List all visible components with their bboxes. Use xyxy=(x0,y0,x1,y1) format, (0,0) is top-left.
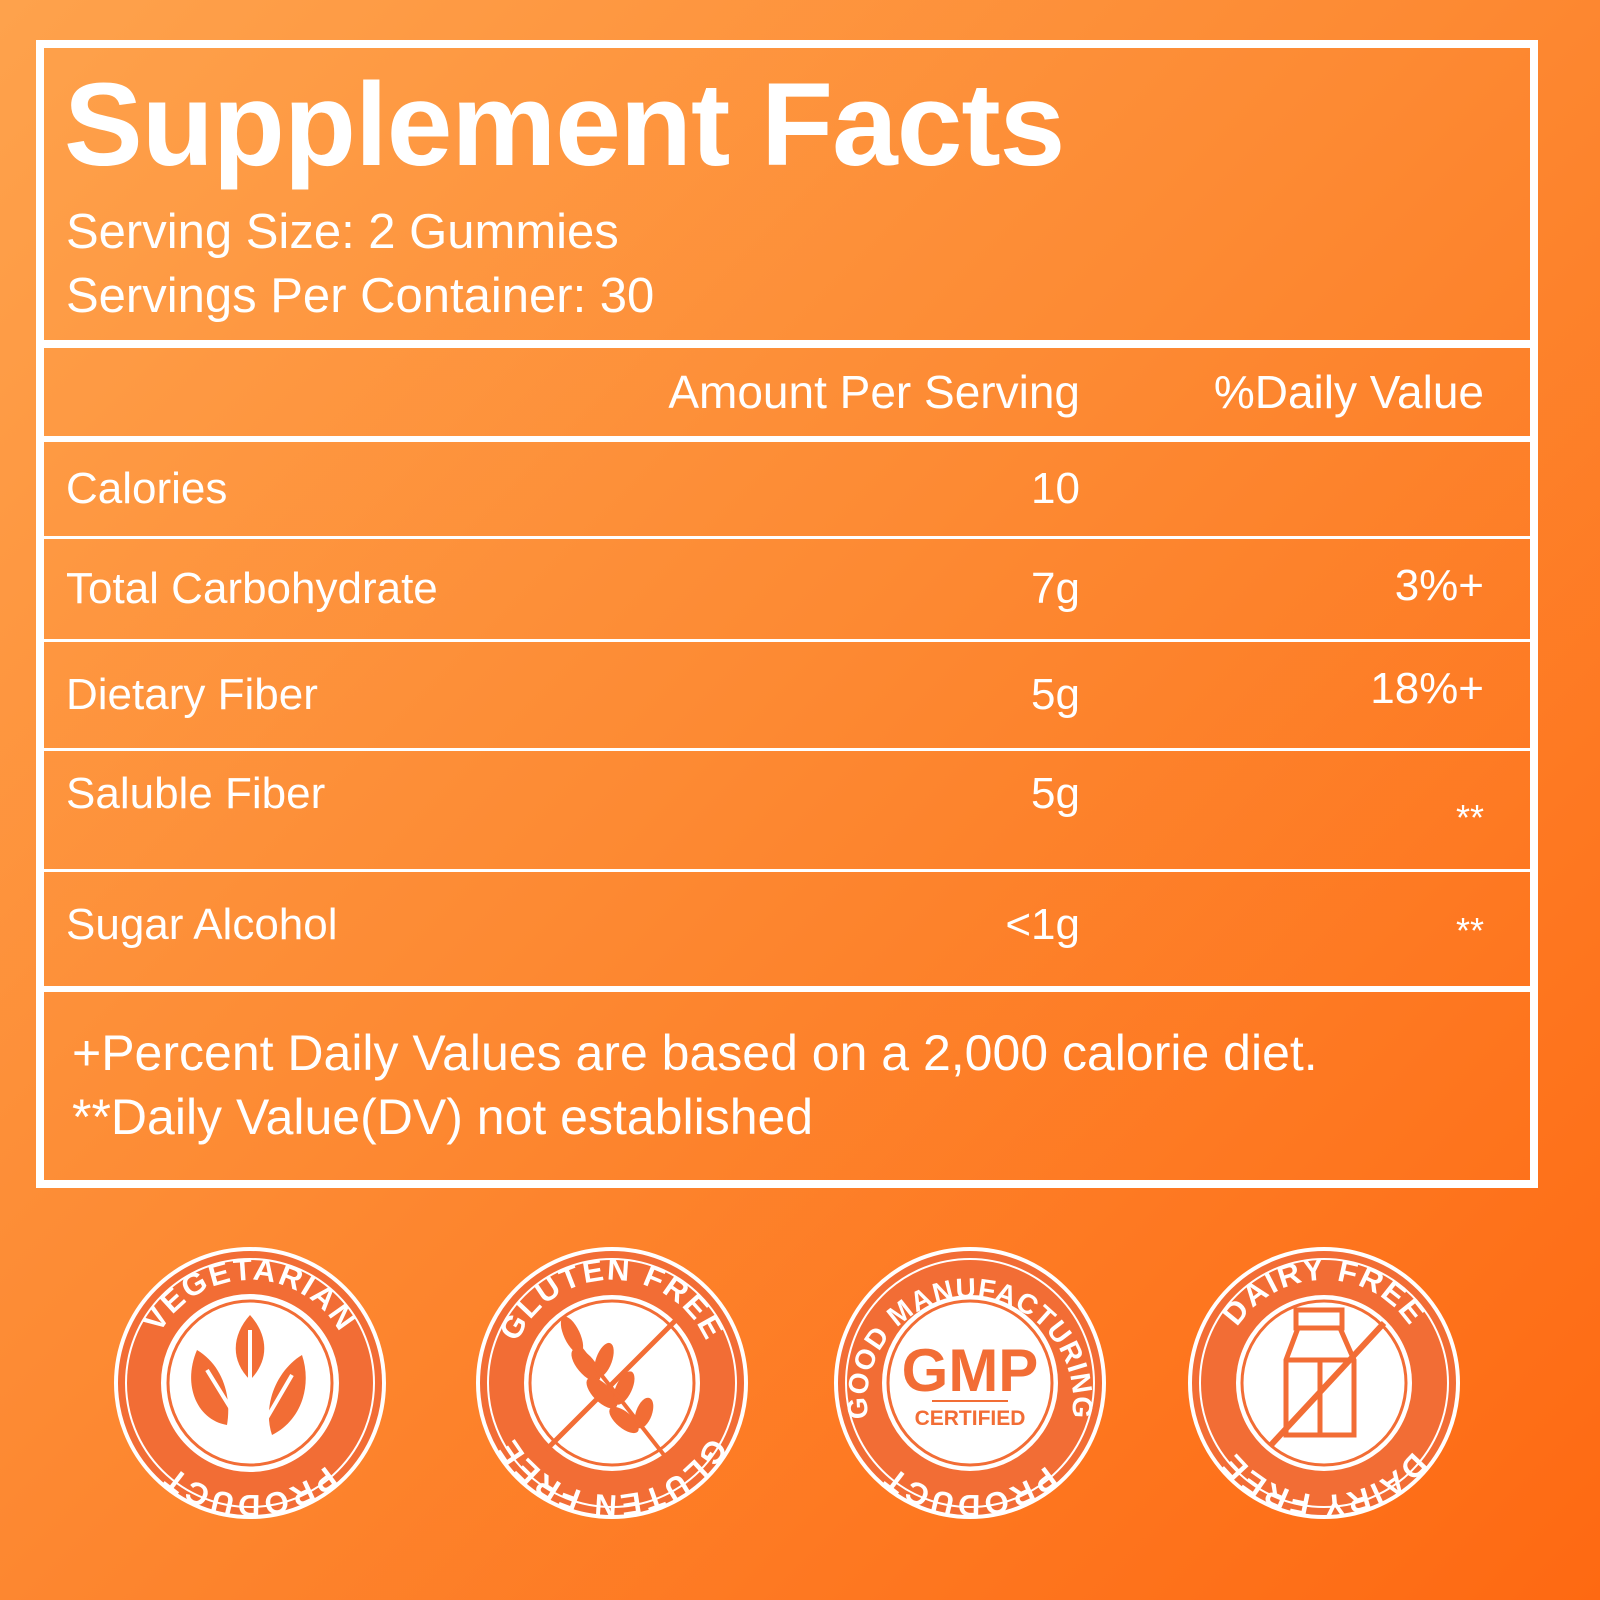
nutrient-amount: 10 xyxy=(1031,464,1080,513)
gluten-free-badge: GLUTEN FREE GLUTEN FREE xyxy=(474,1245,750,1523)
divider xyxy=(44,340,1530,348)
daily-value-header: %Daily Value xyxy=(1213,366,1484,418)
nutrient-name: Saluble Fiber xyxy=(66,769,326,818)
nutrient-name: Dietary Fiber xyxy=(66,670,318,719)
nutrient-amount: 5g xyxy=(1031,769,1080,818)
nutrient-amount: 5g xyxy=(1031,670,1080,719)
gmp-icon: GMP CERTIFIED xyxy=(902,1337,1039,1430)
table-row: Total Carbohydrate 7g 3%+ xyxy=(44,539,1530,639)
divider xyxy=(44,986,1530,992)
gmp-badge: GOOD MANUFACTURING PRODUCT GMP CERTIFIED xyxy=(832,1245,1108,1523)
table-row: Dietary Fiber 5g 18%+ xyxy=(44,642,1530,748)
label-title: Supplement Facts xyxy=(64,59,1065,191)
footnote-dv: **Daily Value(DV) not established xyxy=(72,1089,814,1145)
nutrient-dv: ** xyxy=(1455,910,1484,951)
nutrient-dv: 3%+ xyxy=(1394,561,1484,610)
table-row: Saluble Fiber 5g ** xyxy=(44,751,1530,869)
table-row: Sugar Alcohol <1g ** xyxy=(44,872,1530,986)
servings-per-container: Servings Per Container: 30 xyxy=(66,269,655,323)
wheat-crossed-icon xyxy=(544,1315,681,1457)
table-header: Amount Per Serving %Daily Value xyxy=(44,348,1530,436)
divider xyxy=(44,536,1530,539)
nutrient-dv: ** xyxy=(1455,797,1484,838)
divider xyxy=(44,639,1530,642)
nutrient-amount: 7g xyxy=(1031,564,1080,613)
divider xyxy=(44,869,1530,872)
divider xyxy=(44,748,1530,751)
dairy-free-badge: DAIRY FREE DAIRY FREE xyxy=(1186,1245,1462,1523)
certified-text: CERTIFIED xyxy=(915,1407,1026,1430)
nutrient-name: Calories xyxy=(66,464,228,513)
supplement-facts-panel: Supplement Facts Serving Size: 2 Gummies… xyxy=(36,40,1538,1188)
milk-carton-crossed-icon xyxy=(1268,1307,1387,1448)
nutrient-amount: <1g xyxy=(1005,900,1080,949)
leaves-icon xyxy=(191,1315,306,1437)
gmp-text: GMP xyxy=(902,1337,1039,1404)
amount-header: Amount Per Serving xyxy=(668,366,1080,418)
table-row: Calories 10 xyxy=(44,442,1530,536)
vegetarian-badge: VEGETARIAN PRODUCT xyxy=(112,1245,388,1523)
footnote-percent: +Percent Daily Values are based on a 2,0… xyxy=(72,1025,1318,1081)
nutrient-dv: 18%+ xyxy=(1370,664,1484,713)
nutrient-name: Sugar Alcohol xyxy=(66,900,338,949)
divider xyxy=(44,436,1530,442)
serving-size: Serving Size: 2 Gummies xyxy=(66,205,619,259)
nutrient-name: Total Carbohydrate xyxy=(66,564,438,613)
